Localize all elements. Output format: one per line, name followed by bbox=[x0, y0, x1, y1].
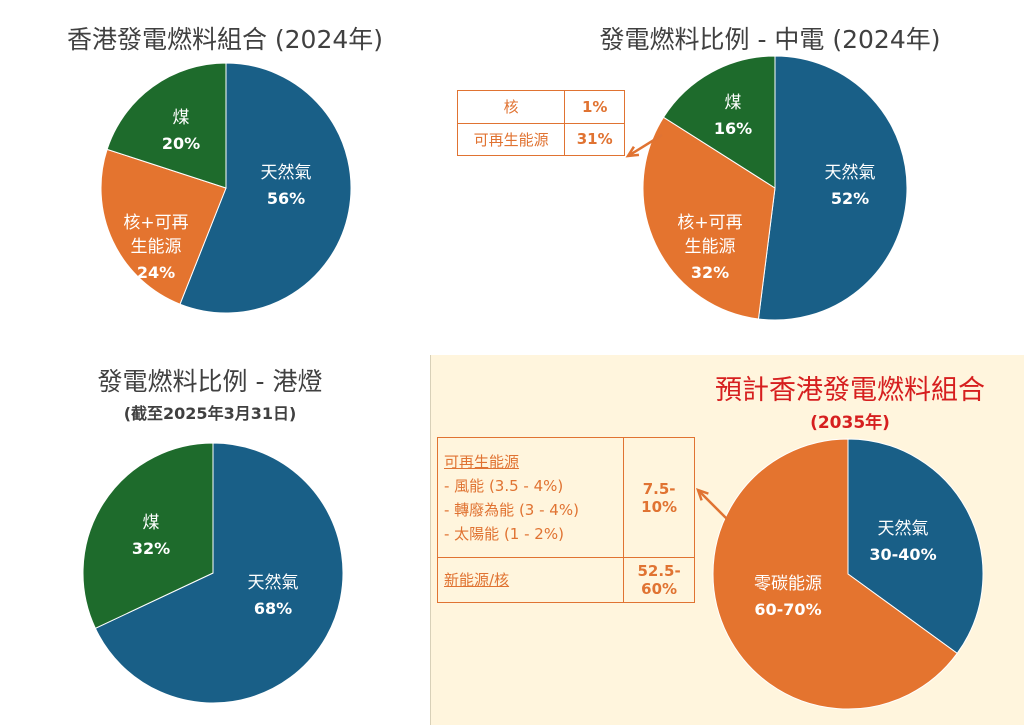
pie4-label-1-0: 零碳能源 bbox=[754, 574, 822, 594]
callout-renewable-value: 31% bbox=[564, 122, 625, 156]
chart4-subtitle: (2035年) bbox=[810, 413, 890, 433]
projection-callout-table: 可再生能源 - 風能 (3.5 - 4%) - 轉廢為能 (3 - 4%) - … bbox=[436, 437, 695, 603]
clp-callout-arrow-head bbox=[625, 146, 640, 158]
pie2-slice-0 bbox=[757, 55, 908, 321]
pie2-slice-1 bbox=[642, 116, 776, 320]
pie4-pct-1: 60-70% bbox=[754, 600, 821, 619]
pie2-label-1-1: 生能源 bbox=[685, 237, 736, 257]
pie2-label-0-0: 天然氣 bbox=[825, 163, 876, 183]
callout-new-energy-value: 52.5- 60% bbox=[623, 557, 695, 603]
projection-callout-arrow-head bbox=[695, 487, 709, 501]
pie2-pct-0: 52% bbox=[831, 189, 869, 208]
pie1-pct-0: 56% bbox=[267, 189, 305, 208]
clp-callout-table: 核 1% 可再生能源 31% bbox=[456, 90, 625, 156]
pie1-pct-1: 24% bbox=[137, 263, 175, 282]
pie3-slice-1 bbox=[82, 442, 214, 630]
pie4-pct-0: 30-40% bbox=[869, 545, 936, 564]
callout-wind: - 風能 (3.5 - 4%) bbox=[444, 476, 564, 495]
pie3-pct-0: 68% bbox=[254, 599, 292, 618]
pie3-label-1-0: 煤 bbox=[143, 513, 160, 533]
pie1-label-0-0: 天然氣 bbox=[261, 163, 312, 183]
pie1-label-1-0: 核+可再 bbox=[123, 213, 188, 233]
pie1-slice-0 bbox=[179, 62, 352, 314]
pie3-label-0-0: 天然氣 bbox=[248, 573, 299, 593]
pie2-label-1-0: 核+可再 bbox=[677, 213, 742, 233]
callout-new-energy-value-a: 52.5- bbox=[637, 562, 681, 580]
callout-nuclear-label: 核 bbox=[456, 90, 566, 124]
callout-renewables-value-b: 10% bbox=[641, 497, 678, 516]
pie3-slice-0 bbox=[94, 442, 344, 704]
pie2-label-2-0: 煤 bbox=[725, 93, 742, 113]
callout-new-energy-label: 新能源/核 bbox=[444, 571, 510, 589]
pie1-pct-2: 20% bbox=[162, 134, 200, 153]
pie1-slice-1 bbox=[100, 148, 227, 305]
pie1-slice-2 bbox=[106, 62, 227, 189]
pie1-label-2-0: 煤 bbox=[173, 108, 190, 128]
pie2-pct-2: 16% bbox=[714, 119, 752, 138]
chart2-title: 發電燃料比例 - 中電 (2024年) bbox=[599, 25, 941, 54]
clp-callout-arrow bbox=[627, 133, 663, 158]
callout-new-energy-value-b: 60% bbox=[641, 580, 678, 598]
projection-callout-arrow bbox=[697, 489, 729, 521]
pie3-pct-1: 32% bbox=[132, 539, 170, 558]
pie4-slice-0 bbox=[847, 438, 984, 655]
chart3-title: 發電燃料比例 - 港燈 bbox=[97, 367, 323, 396]
callout-renewables-value-a: 7.5- bbox=[642, 479, 676, 498]
callout-new-energy: 新能源/核 bbox=[436, 557, 625, 603]
callout-renewables-breakdown: 可再生能源 - 風能 (3.5 - 4%) - 轉廢為能 (3 - 4%) - … bbox=[436, 437, 625, 558]
callout-solar: - 太陽能 (1 - 2%) bbox=[444, 524, 564, 543]
chart4-title: 預計香港發電燃料組合 bbox=[715, 375, 985, 406]
pie2-pct-1: 32% bbox=[691, 263, 729, 282]
callout-renewables-heading: 可再生能源 bbox=[444, 452, 520, 471]
chart3-subtitle: (截至2025年3月31日) bbox=[123, 404, 297, 423]
pie1-label-1-1: 生能源 bbox=[131, 237, 182, 257]
callout-renewables-value: 7.5- 10% bbox=[623, 437, 695, 558]
callout-waste: - 轉廢為能 (3 - 4%) bbox=[444, 500, 579, 519]
callout-renewable-label: 可再生能源 bbox=[456, 122, 566, 156]
pie4-slice-1 bbox=[712, 438, 958, 710]
pie2-slice-2 bbox=[662, 55, 776, 189]
chart1-title: 香港發電燃料組合 (2024年) bbox=[66, 25, 384, 54]
callout-nuclear-value: 1% bbox=[564, 90, 625, 124]
pie4-label-0-0: 天然氣 bbox=[878, 519, 929, 539]
